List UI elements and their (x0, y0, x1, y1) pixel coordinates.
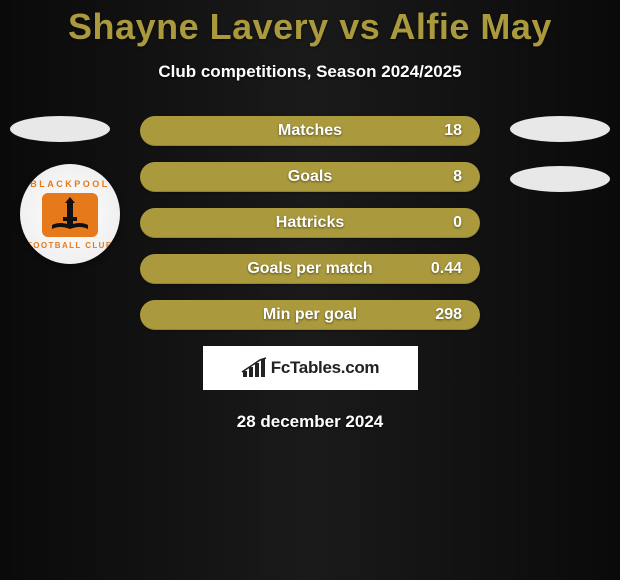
stat-bar-matches: Matches 18 (140, 116, 480, 146)
badge-bottom-text: FOOTBALL CLUB (27, 241, 113, 250)
stat-value: 0 (453, 214, 462, 232)
stat-label: Goals (288, 168, 332, 186)
branding-text: FcTables.com (271, 358, 380, 378)
player-photo-placeholder-right-1 (510, 116, 610, 142)
stat-bar-hattricks: Hattricks 0 (140, 208, 480, 238)
stat-value: 298 (435, 306, 462, 324)
snapshot-date: 28 december 2024 (0, 412, 620, 432)
club-badge-blackpool: BLACKPOOL FOOTBALL CLUB (20, 164, 120, 264)
subtitle: Club competitions, Season 2024/2025 (0, 62, 620, 82)
stat-bar-goals-per-match: Goals per match 0.44 (140, 254, 480, 284)
stat-label: Min per goal (263, 306, 357, 324)
stat-value: 8 (453, 168, 462, 186)
badge-tower-icon (50, 197, 90, 233)
bar-chart-icon (241, 357, 267, 379)
stat-label: Goals per match (247, 260, 372, 278)
page-title: Shayne Lavery vs Alfie May (0, 0, 620, 48)
fctables-branding[interactable]: FcTables.com (203, 346, 418, 390)
stat-bar-goals: Goals 8 (140, 162, 480, 192)
stat-label: Matches (278, 122, 342, 140)
stats-bars: Matches 18 Goals 8 Hattricks 0 Goals per… (140, 116, 480, 330)
stat-value: 18 (444, 122, 462, 140)
stat-label: Hattricks (276, 214, 344, 232)
badge-top-text: BLACKPOOL (30, 179, 110, 189)
badge-shield (42, 193, 98, 237)
player-photo-placeholder-right-2 (510, 166, 610, 192)
stat-value: 0.44 (431, 260, 462, 278)
stat-bar-min-per-goal: Min per goal 298 (140, 300, 480, 330)
player-photo-placeholder-left (10, 116, 110, 142)
comparison-panel: BLACKPOOL FOOTBALL CLUB Matches 18 Goals… (0, 116, 620, 432)
